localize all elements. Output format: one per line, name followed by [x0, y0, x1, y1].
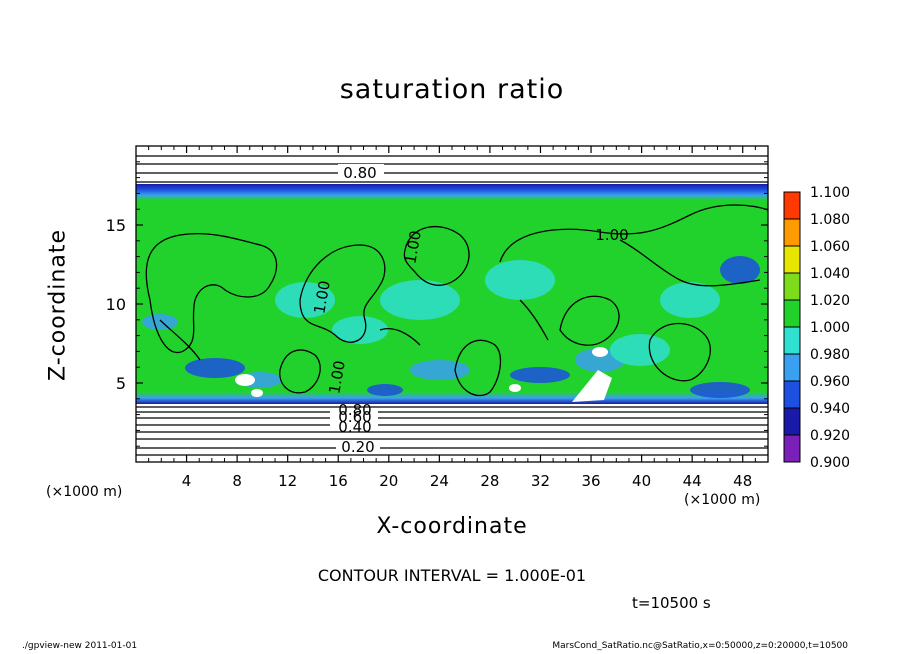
- x-tick-label: 36: [581, 472, 600, 490]
- x-tick-label: 24: [430, 472, 449, 490]
- contour-label: 1.00: [595, 226, 628, 244]
- time-label: t=10500 s: [632, 594, 711, 612]
- contour-label: 0.80: [343, 164, 376, 182]
- y-tick-label: 5: [116, 374, 126, 393]
- y-tick-label: 15: [106, 216, 126, 235]
- colorbar-label: 1.100: [810, 185, 850, 201]
- x-tick-label: 48: [733, 472, 752, 490]
- y-axis-label: Z-coordinate: [45, 229, 71, 381]
- colorbar-label: 1.000: [810, 320, 850, 336]
- colorbar-bin: [784, 435, 800, 462]
- x-axis-ticks: 4 8 12 16 20 24 28 32 36 40 44 48: [148, 146, 756, 490]
- contour-label: 1.00: [325, 359, 349, 395]
- colorbar-label: 1.040: [810, 266, 850, 282]
- x-tick-label: 20: [379, 472, 398, 490]
- contour-label: 1.00: [401, 229, 425, 265]
- colorbar-label: 1.080: [810, 212, 850, 228]
- x-axis-label-text: X-coordinate: [376, 514, 528, 539]
- contour-labels: 0.801.001.001.001.000.800.600.400.20: [310, 164, 628, 456]
- colorbar-bin: [784, 192, 800, 219]
- colorbar-bin: [784, 300, 800, 327]
- contour-label: 0.60: [338, 408, 371, 426]
- x-axis-label: X-coordinate: [0, 514, 904, 539]
- contour-label: 1.00: [310, 279, 334, 315]
- y-axis-ticks: 5 10 15: [106, 161, 768, 447]
- colorbar-bin: [784, 273, 800, 300]
- footer-right: MarsCond_SatRatio.nc@SatRatio,x=0:50000,…: [552, 641, 848, 651]
- chart-title: saturation ratio: [339, 74, 565, 105]
- colorbar-bin: [784, 327, 800, 354]
- x-axis-unit: (×1000 m): [684, 492, 761, 508]
- colorbar-label: 0.960: [810, 374, 850, 390]
- y-tick-label: 10: [106, 295, 126, 314]
- x-tick-label: 8: [232, 472, 242, 490]
- x-tick-label: 40: [632, 472, 651, 490]
- z-axis-unit: (×1000 m): [46, 484, 123, 500]
- x-tick-label: 12: [278, 472, 297, 490]
- contour-interval: CONTOUR INTERVAL = 1.000E-01: [317, 566, 587, 585]
- x-tick-label: 4: [182, 472, 192, 490]
- colorbar-bin: [784, 354, 800, 381]
- colorbar-label: 1.060: [810, 239, 850, 255]
- footer-left: ./gpview-new 2011-01-01: [22, 641, 138, 651]
- colorbar-bin: [784, 246, 800, 273]
- colorbar: 0.900 0.920 0.940 0.960 0.980 1.000 1.020 1.040…: [783, 185, 850, 471]
- x-tick-label: 44: [683, 472, 702, 490]
- contour-label: 0.20: [341, 438, 374, 456]
- x-tick-label: 32: [531, 472, 550, 490]
- colorbar-label: 0.980: [810, 347, 850, 363]
- colorbar-label: 1.020: [810, 293, 850, 309]
- colorbar-label: 0.900: [810, 455, 850, 471]
- contour-label: 0.80: [338, 401, 371, 419]
- colorbar-bin: [784, 408, 800, 435]
- contour-label: 0.40: [338, 418, 371, 436]
- heatmap-field: [136, 146, 768, 462]
- x-tick-label: 16: [329, 472, 348, 490]
- colorbar-label: 0.920: [810, 428, 850, 444]
- x-tick-label: 28: [480, 472, 499, 490]
- colorbar-label: 0.940: [810, 401, 850, 417]
- colorbar-bin: [784, 381, 800, 408]
- colorbar-bin: [784, 219, 800, 246]
